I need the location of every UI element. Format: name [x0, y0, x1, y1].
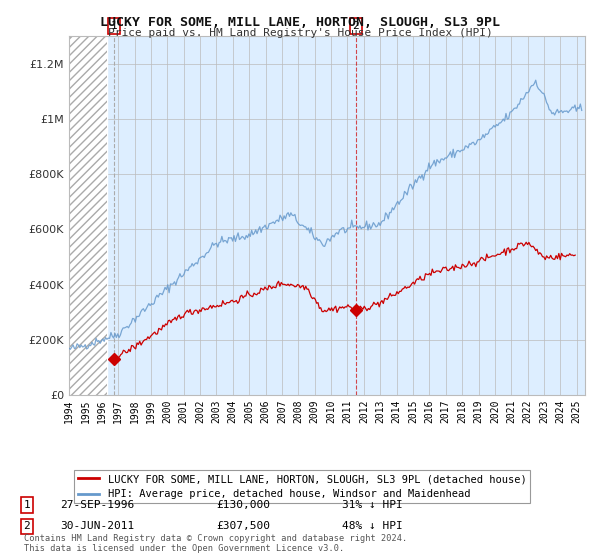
Text: 48% ↓ HPI: 48% ↓ HPI: [342, 521, 403, 531]
Text: £130,000: £130,000: [216, 500, 270, 510]
Text: 27-SEP-1996: 27-SEP-1996: [60, 500, 134, 510]
Bar: [69, 36, 107, 395]
Text: Price paid vs. HM Land Registry's House Price Index (HPI): Price paid vs. HM Land Registry's House …: [107, 28, 493, 38]
Text: 1: 1: [110, 21, 117, 31]
Text: 2: 2: [23, 521, 31, 531]
Text: 31% ↓ HPI: 31% ↓ HPI: [342, 500, 403, 510]
Text: LUCKY FOR SOME, MILL LANE, HORTON, SLOUGH, SL3 9PL: LUCKY FOR SOME, MILL LANE, HORTON, SLOUG…: [100, 16, 500, 29]
Text: £307,500: £307,500: [216, 521, 270, 531]
Text: 2: 2: [352, 21, 359, 31]
Text: 30-JUN-2011: 30-JUN-2011: [60, 521, 134, 531]
Text: 1: 1: [23, 500, 31, 510]
Bar: [69, 36, 107, 395]
Text: Contains HM Land Registry data © Crown copyright and database right 2024.
This d: Contains HM Land Registry data © Crown c…: [24, 534, 407, 553]
Legend: LUCKY FOR SOME, MILL LANE, HORTON, SLOUGH, SL3 9PL (detached house), HPI: Averag: LUCKY FOR SOME, MILL LANE, HORTON, SLOUG…: [74, 470, 530, 503]
